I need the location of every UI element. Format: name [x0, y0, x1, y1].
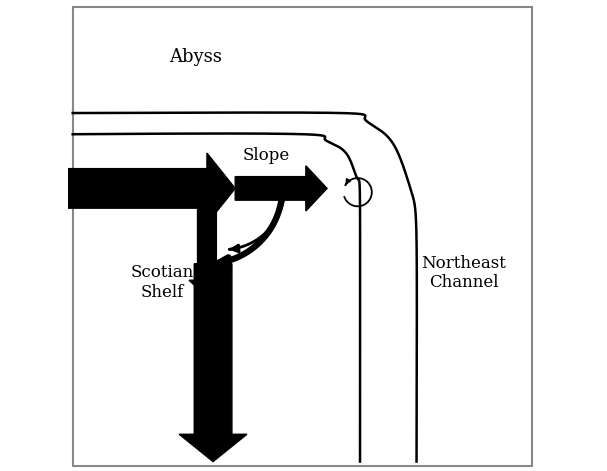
Polygon shape [189, 205, 225, 297]
FancyBboxPatch shape [73, 7, 532, 466]
Polygon shape [235, 166, 327, 211]
Text: Slope: Slope [242, 147, 290, 164]
Polygon shape [179, 264, 247, 462]
Polygon shape [59, 153, 235, 224]
Text: Scotian
Shelf: Scotian Shelf [131, 264, 194, 301]
Text: Northeast
Channel: Northeast Channel [421, 255, 506, 292]
Text: Abyss: Abyss [169, 48, 222, 65]
